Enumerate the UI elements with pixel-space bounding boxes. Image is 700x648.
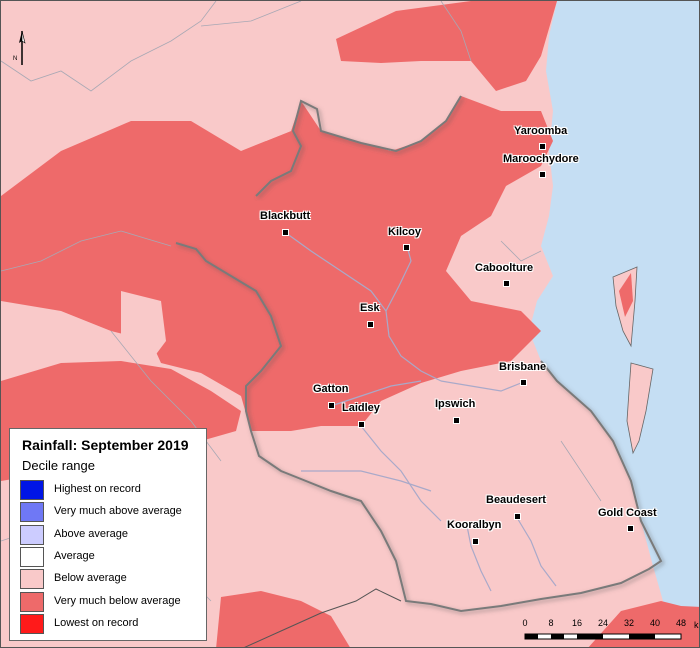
legend-swatch [20, 525, 44, 545]
town-marker [328, 402, 335, 409]
scale-tick-label: 24 [597, 618, 609, 628]
scale-bar-graphic [524, 633, 682, 640]
north-label: N [13, 56, 18, 62]
dry-region-central [1, 96, 553, 431]
town-label: Beaudesert [486, 494, 546, 506]
legend-label: Lowest on record [54, 617, 139, 629]
scale-tick-label: 8 [548, 618, 554, 628]
town-label: Kilcoy [388, 226, 422, 238]
town-label: Brisbane [499, 361, 547, 373]
catchment-boundary-north [255, 95, 462, 197]
map-legend: Rainfall: September 2019 Decile range Hi… [9, 428, 207, 641]
town-label: Yaroomba [514, 125, 568, 137]
town-marker [503, 280, 510, 287]
light-patch-north [251, 76, 301, 141]
scale-tick-label: 48 [675, 618, 687, 628]
scale-tick-label: 16 [571, 618, 583, 628]
legend-subtitle: Decile range [22, 458, 95, 473]
legend-label: Above average [54, 528, 128, 540]
town-label: Gold Coast [598, 507, 657, 519]
dry-region-north [336, 1, 557, 91]
town-label: Blackbutt [260, 210, 311, 222]
legend-item: Average [20, 547, 206, 567]
legend-item: Below average [20, 569, 206, 589]
legend-title: Rainfall: September 2019 [22, 437, 189, 453]
town-label: Esk [360, 302, 380, 314]
legend-label: Highest on record [54, 483, 141, 495]
island-bribie-dry [619, 273, 633, 317]
legend-item: Very much below average [20, 592, 206, 612]
town-marker [539, 171, 546, 178]
town-marker [403, 244, 410, 251]
scale-tick-label: 0 [522, 618, 528, 628]
town-marker [453, 417, 460, 424]
north-arrow: N [9, 29, 29, 69]
town-label: Caboolture [475, 262, 534, 274]
legend-item: Above average [20, 525, 206, 545]
town-marker [539, 143, 546, 150]
legend-label: Very much above average [54, 505, 182, 517]
catchment-boundary [175, 242, 663, 613]
legend-swatch [20, 569, 44, 589]
town-label: Ipswich [435, 398, 476, 410]
legend-item: Highest on record [20, 480, 206, 500]
north-arrow-icon [19, 30, 26, 65]
island-stradbroke [626, 362, 654, 455]
light-patch-west [121, 291, 166, 361]
town-marker [367, 321, 374, 328]
legend-item: Very much above average [20, 502, 206, 522]
legend-swatch [20, 480, 44, 500]
legend-swatch [20, 547, 44, 567]
legend-swatch [20, 614, 44, 634]
legend-label: Below average [54, 572, 127, 584]
scale-bar: 0 8 16 24 32 40 48 km [520, 618, 699, 647]
town-marker [472, 538, 479, 545]
dry-region-south [216, 591, 350, 647]
scale-unit-label: km [694, 620, 699, 630]
town-marker [520, 379, 527, 386]
town-marker [627, 525, 634, 532]
town-label: Laidley [342, 402, 380, 414]
town-label: Kooralbyn [447, 519, 502, 531]
legend-swatch [20, 502, 44, 522]
town-label: Maroochydore [503, 153, 579, 165]
town-marker [514, 513, 521, 520]
legend-item: Lowest on record [20, 614, 206, 634]
ocean [529, 1, 699, 647]
town-marker [358, 421, 365, 428]
town-label: Gatton [313, 383, 349, 395]
state-border [244, 588, 402, 647]
scale-tick-label: 40 [649, 618, 661, 628]
town-marker [282, 229, 289, 236]
scale-tick-label: 32 [623, 618, 635, 628]
legend-label: Average [54, 550, 95, 562]
legend-label: Very much below average [54, 595, 181, 607]
legend-swatch [20, 592, 44, 612]
river-network [285, 232, 557, 592]
